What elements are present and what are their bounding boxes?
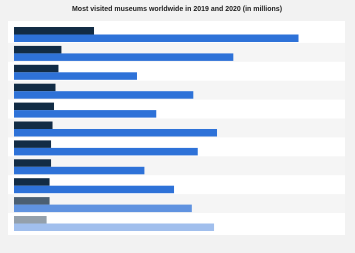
bar (14, 185, 175, 194)
bar (14, 216, 47, 224)
bar (14, 223, 215, 231)
bar (14, 197, 50, 205)
bar (14, 204, 192, 213)
bar (14, 121, 53, 129)
bar (14, 110, 157, 118)
bar (14, 178, 50, 186)
bar (14, 159, 52, 167)
bar (14, 45, 62, 54)
bar (14, 53, 234, 61)
bar (14, 147, 198, 156)
bar (14, 83, 56, 92)
bar (14, 27, 95, 35)
bar (14, 72, 137, 80)
bar (14, 102, 55, 111)
bar (14, 166, 145, 175)
bar (14, 140, 52, 148)
bar (14, 129, 218, 137)
chart-title: Most visited museums worldwide in 2019 a… (72, 6, 282, 13)
bar (14, 34, 299, 42)
bar (14, 64, 59, 73)
bar (14, 91, 194, 99)
